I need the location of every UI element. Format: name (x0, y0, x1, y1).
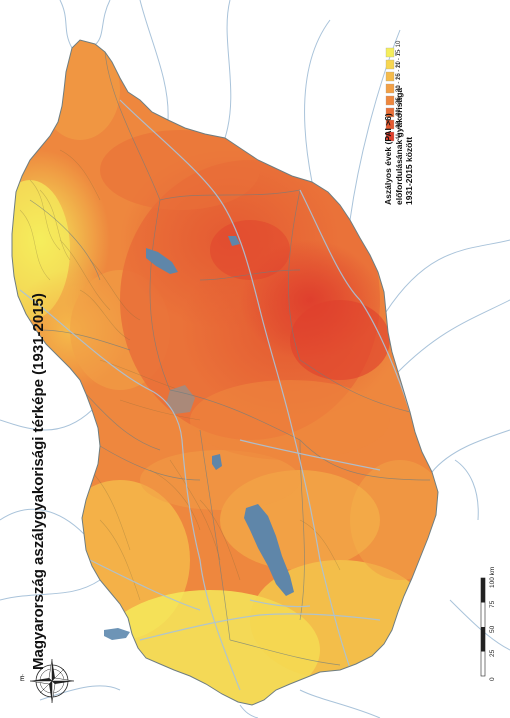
map-title: Magyarország aszálygyakorisági térképe (… (30, 293, 47, 670)
legend-title-line-3: 1931-2015 között (404, 136, 414, 205)
legend-swatch-3 (385, 107, 395, 118)
lake-velence (212, 454, 222, 470)
scale-label-100: 100 km (489, 566, 496, 588)
scale-bar (480, 577, 486, 677)
lake-tisza (146, 248, 178, 274)
legend-swatches (385, 47, 395, 142)
legend-swatch-8 (385, 47, 395, 58)
legend-swatch-4 (385, 95, 395, 106)
lake-small (228, 236, 240, 246)
legend-swatch-1 (385, 131, 395, 142)
scale-label-25: 25 (489, 649, 496, 657)
legend-title-line-1: Aszályos évek (PAI >6) (383, 113, 393, 205)
compass-north-label: É (20, 676, 25, 683)
compass-rose-icon (29, 658, 75, 704)
county-boundaries (29, 51, 431, 666)
budapest-area (166, 385, 195, 414)
scale-label-75: 75 (489, 600, 496, 608)
legend-label-8: 7 - 10 (396, 40, 402, 56)
legend-swatch-6 (385, 71, 395, 82)
scale-label-50: 50 (489, 625, 496, 633)
legend-swatch-7 (385, 59, 395, 70)
legend-swatch-5 (385, 83, 395, 94)
legend-swatch-2 (385, 119, 395, 130)
scale-label-0: 0 (489, 677, 496, 681)
rivers (19, 99, 411, 691)
lake-balaton (244, 504, 294, 596)
outside-lake (104, 628, 130, 640)
country-border (11, 39, 439, 706)
